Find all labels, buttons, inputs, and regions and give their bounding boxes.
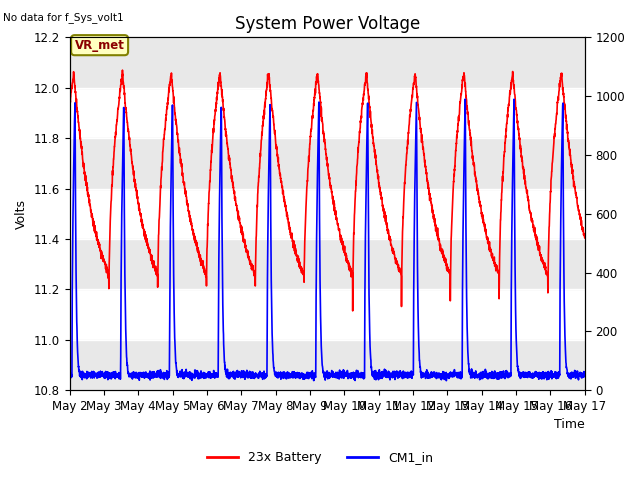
Line: 23x Battery: 23x Battery	[70, 70, 585, 311]
23x Battery	[286, 225, 294, 230]
23x Battery	[66, 105, 74, 110]
Title: System Power Voltage: System Power Voltage	[234, 15, 420, 33]
Line: CM1_in: CM1_in	[70, 99, 585, 381]
Y-axis label: Volts: Volts	[15, 199, 28, 229]
23x Battery	[125, 129, 132, 135]
Legend: 23x Battery, CM1_in: 23x Battery, CM1_in	[202, 446, 438, 469]
Bar	[70, 239, 585, 289]
23x Battery	[349, 308, 356, 314]
CM1_in	[442, 378, 450, 384]
Bar	[70, 138, 585, 189]
23x Battery	[571, 187, 579, 192]
23x Battery	[581, 235, 589, 241]
CM1_in	[461, 96, 469, 102]
23x Battery	[118, 67, 126, 73]
Text: VR_met: VR_met	[75, 39, 125, 52]
Text: No data for f_Sys_volt1: No data for f_Sys_volt1	[3, 12, 124, 23]
CM1_in	[155, 371, 163, 377]
23x Battery	[156, 217, 163, 223]
CM1_in	[263, 335, 271, 341]
CM1_in	[66, 372, 74, 378]
Bar	[70, 340, 585, 390]
Bar	[70, 37, 585, 88]
CM1_in	[124, 370, 132, 375]
23x Battery	[264, 83, 271, 89]
CM1_in	[571, 370, 579, 376]
23x Battery	[516, 135, 524, 141]
X-axis label: Time: Time	[554, 419, 585, 432]
CM1_in	[516, 373, 524, 379]
CM1_in	[581, 373, 589, 379]
CM1_in	[285, 372, 293, 378]
